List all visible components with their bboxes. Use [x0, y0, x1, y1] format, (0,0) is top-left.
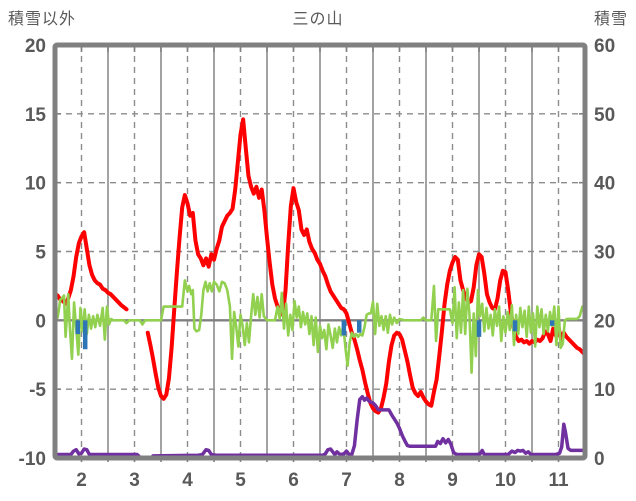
blue-bar — [82, 320, 88, 350]
left-axis-tick-label: 5 — [35, 243, 46, 264]
blue-bar — [476, 320, 482, 337]
blue-bar — [356, 320, 362, 333]
blue-bar — [512, 320, 518, 332]
x-axis-tick-label: 5 — [235, 470, 246, 491]
left-axis-tick-label: -5 — [29, 380, 46, 401]
blue-bar — [549, 320, 555, 326]
series-group — [55, 117, 585, 458]
left-axis-tick-label: -10 — [19, 449, 46, 470]
left-axis-tick-label: 0 — [35, 311, 46, 332]
chart-title: 三の山 — [292, 11, 344, 28]
x-axis-tick-label: 10 — [495, 470, 516, 491]
left-axis-tick-label: 10 — [25, 174, 46, 195]
x-axis-tick-label: 2 — [76, 470, 87, 491]
purple-snow-line — [151, 394, 585, 458]
green-line — [55, 279, 585, 374]
x-axis-tick-label: 4 — [182, 470, 193, 491]
x-axis-tick-label: 3 — [129, 470, 140, 491]
x-axis-tick-label: 9 — [447, 470, 458, 491]
right-axis-tick-label: 10 — [594, 380, 615, 401]
left-axis-tick-label: 20 — [25, 36, 46, 57]
right-axis-tick-label: 20 — [594, 311, 615, 332]
purple-snow-line — [55, 447, 141, 458]
x-axis-tick-label: 6 — [288, 470, 299, 491]
right-axis-tick-label: 30 — [594, 243, 615, 264]
left-axis-title: 積雪以外 — [8, 11, 77, 28]
right-axis-tick-label: 0 — [594, 449, 605, 470]
x-axis-tick-label: 8 — [394, 470, 405, 491]
red-line — [55, 230, 129, 312]
x-axis-tick-label: 7 — [341, 470, 352, 491]
right-axis-tick-label: 50 — [594, 105, 615, 126]
right-axis-tick-label: 40 — [594, 174, 615, 195]
blue-bar — [75, 320, 81, 335]
right-axis-tick-label: 60 — [594, 36, 615, 57]
blue-bar — [341, 320, 347, 336]
right-axis-title: 積雪 — [593, 11, 628, 28]
left-axis-tick-label: 15 — [25, 105, 47, 126]
plot-border — [52, 42, 588, 461]
x-axis-tick-label: 11 — [548, 470, 569, 491]
